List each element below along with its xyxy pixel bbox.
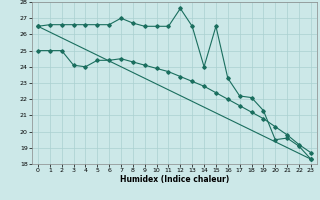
X-axis label: Humidex (Indice chaleur): Humidex (Indice chaleur) <box>120 175 229 184</box>
